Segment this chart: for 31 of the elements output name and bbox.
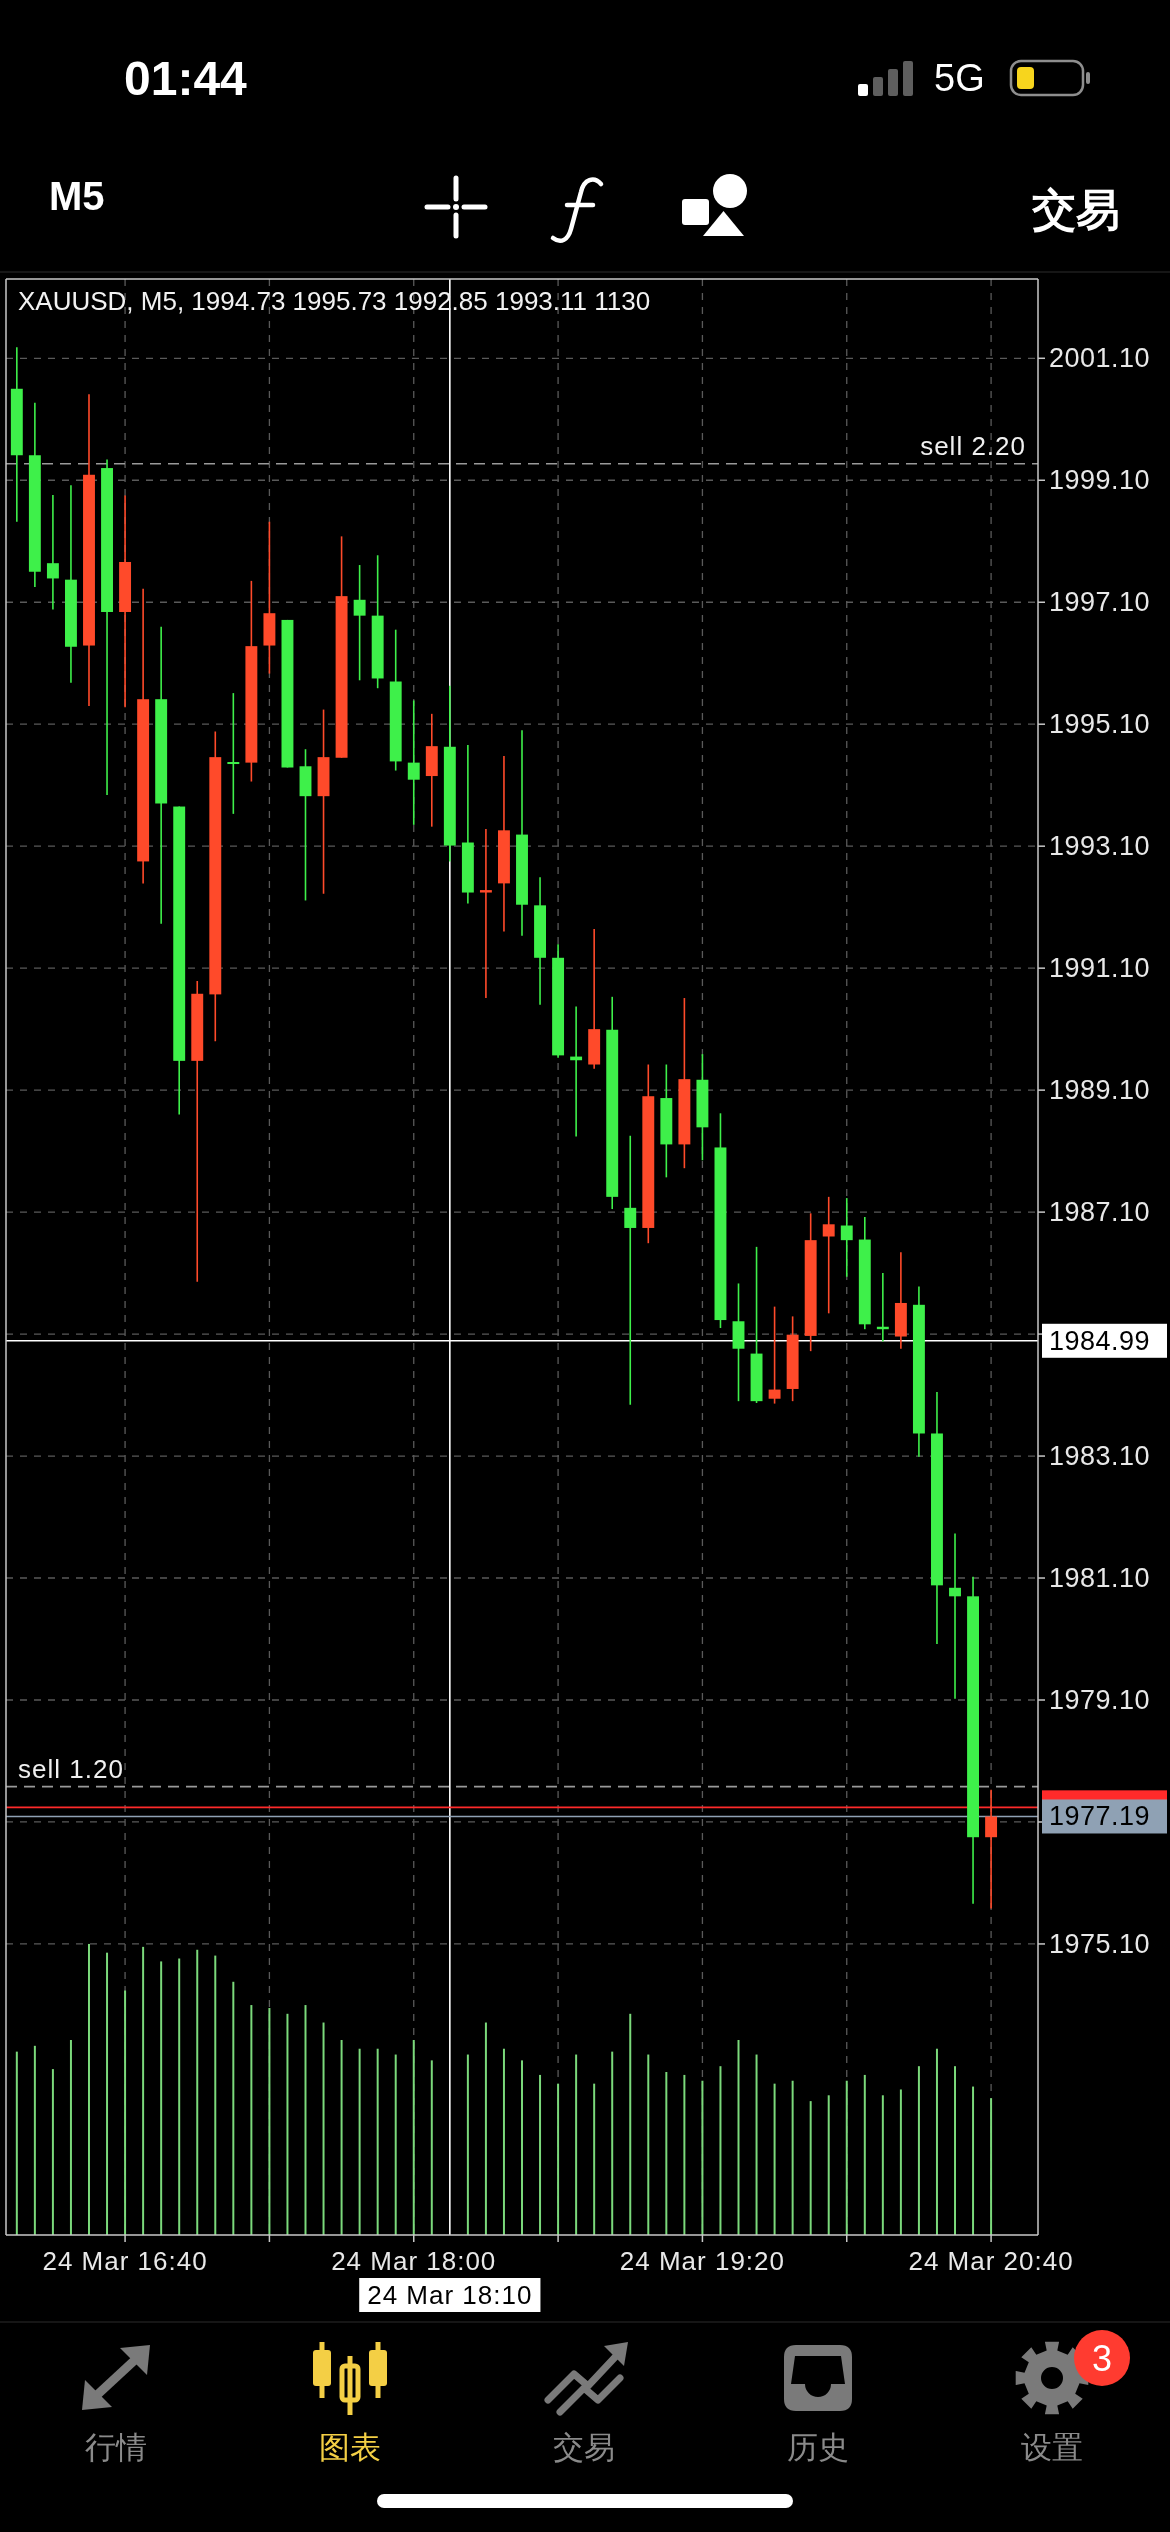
ref-line-label: sell 2.20 [920, 430, 1026, 461]
x-tick-label: 24 Mar 20:40 [908, 2246, 1074, 2276]
y-tick-label: 1987.10 [1049, 1197, 1151, 1228]
text: 行情 [85, 2429, 147, 2465]
x-tick-label: 24 Mar 19:20 [619, 2246, 786, 2276]
text: 3 [1091, 2337, 1113, 2379]
ref-line-label: 1977.19 [1049, 1801, 1151, 1832]
y-tick-label: 1999.10 [1049, 465, 1151, 496]
x-tick-label: 24 Mar 18:00 [331, 2246, 497, 2276]
text: 01:44 [124, 51, 248, 105]
y-tick-label: 2001.10 [1049, 343, 1151, 374]
text: 设置 [1021, 2429, 1083, 2465]
y-tick-label: 1975.10 [1049, 1928, 1151, 1959]
y-tick-label: 1989.10 [1049, 1075, 1151, 1106]
text: 图表 [319, 2429, 381, 2465]
ref-line-label: 24 Mar 18:10 [367, 2280, 533, 2310]
y-tick-label: 1983.10 [1049, 1441, 1151, 1472]
y-tick-label: 1995.10 [1049, 709, 1151, 740]
x-tick-label: 24 Mar 16:40 [42, 2246, 208, 2276]
y-tick-label: 1997.10 [1049, 587, 1151, 618]
text: 历史 [787, 2429, 849, 2465]
text: 交易 [1031, 184, 1120, 234]
y-tick-label: 1991.10 [1049, 953, 1151, 984]
ref-line-label: sell 1.20 [18, 1753, 124, 1784]
text: M5 [49, 174, 105, 218]
y-tick-label: 1979.10 [1049, 1685, 1151, 1715]
text: 5G [934, 57, 985, 99]
y-tick-label: 1993.10 [1049, 831, 1151, 862]
y-tick-label: 1981.10 [1049, 1563, 1151, 1594]
ref-line-label: 1984.99 [1049, 1325, 1151, 1356]
text: 交易 [553, 2429, 615, 2465]
